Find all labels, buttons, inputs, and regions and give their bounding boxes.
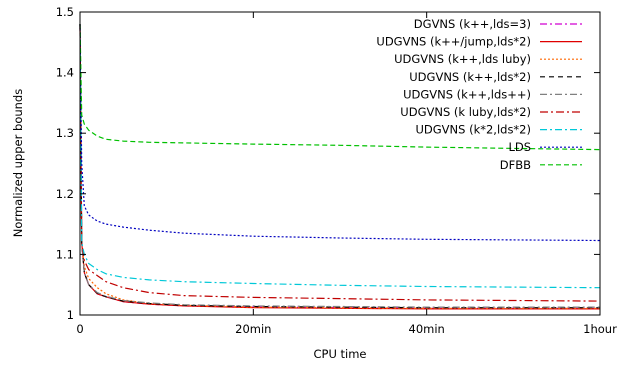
- legend-label: DGVNS (k++,lds=3): [414, 17, 531, 31]
- series-line-5: [79, 24, 601, 302]
- y-tick-label: 1.5: [56, 5, 74, 19]
- legend-label: LDS: [508, 140, 531, 154]
- series-line-3: [79, 24, 600, 309]
- legend-label: UDGVNS (k*2,lds*2): [415, 123, 531, 137]
- x-tick-label: 40min: [409, 322, 445, 336]
- series-line-2: [79, 24, 600, 309]
- series-line-8: [79, 24, 601, 151]
- series-line-6: [79, 24, 601, 289]
- legend-label: UDGVNS (k luby,lds*2): [400, 105, 531, 119]
- y-tick-label: 1.1: [56, 247, 74, 261]
- y-tick-label: 1.2: [56, 187, 74, 201]
- legend-label: UDGVNS (k++,lds*2): [409, 70, 531, 84]
- x-tick-labels: 0 20min 40min 1hour: [76, 322, 617, 336]
- x-axis-label: CPU time: [313, 347, 366, 361]
- y-axis-label: Normalized upper bounds: [11, 89, 25, 237]
- y-tick-label: 1: [67, 308, 74, 322]
- tick-marks: [79, 11, 601, 316]
- y-tick-label: 1.4: [56, 66, 74, 80]
- legend-label: UDGVNS (k++,lds luby): [394, 52, 531, 66]
- y-tick-label: 1.3: [56, 126, 74, 140]
- x-tick-label: 0: [76, 322, 83, 336]
- legend-label: UDGVNS (k++,lds++): [403, 87, 531, 101]
- series-line-4: [79, 24, 600, 308]
- x-tick-label: 20min: [235, 322, 271, 336]
- legend-label: DFBB: [500, 158, 531, 172]
- x-tick-label: 1hour: [583, 322, 617, 336]
- y-tick-labels: 1 1.1 1.2 1.3 1.4 1.5: [56, 5, 74, 322]
- series-layer: [79, 24, 601, 310]
- legend: DGVNS (k++,lds=3) UDGVNS (k++/jump,lds*2)…: [376, 17, 582, 172]
- plot-frame: [79, 11, 601, 316]
- legend-label: UDGVNS (k++/jump,lds*2): [376, 35, 531, 49]
